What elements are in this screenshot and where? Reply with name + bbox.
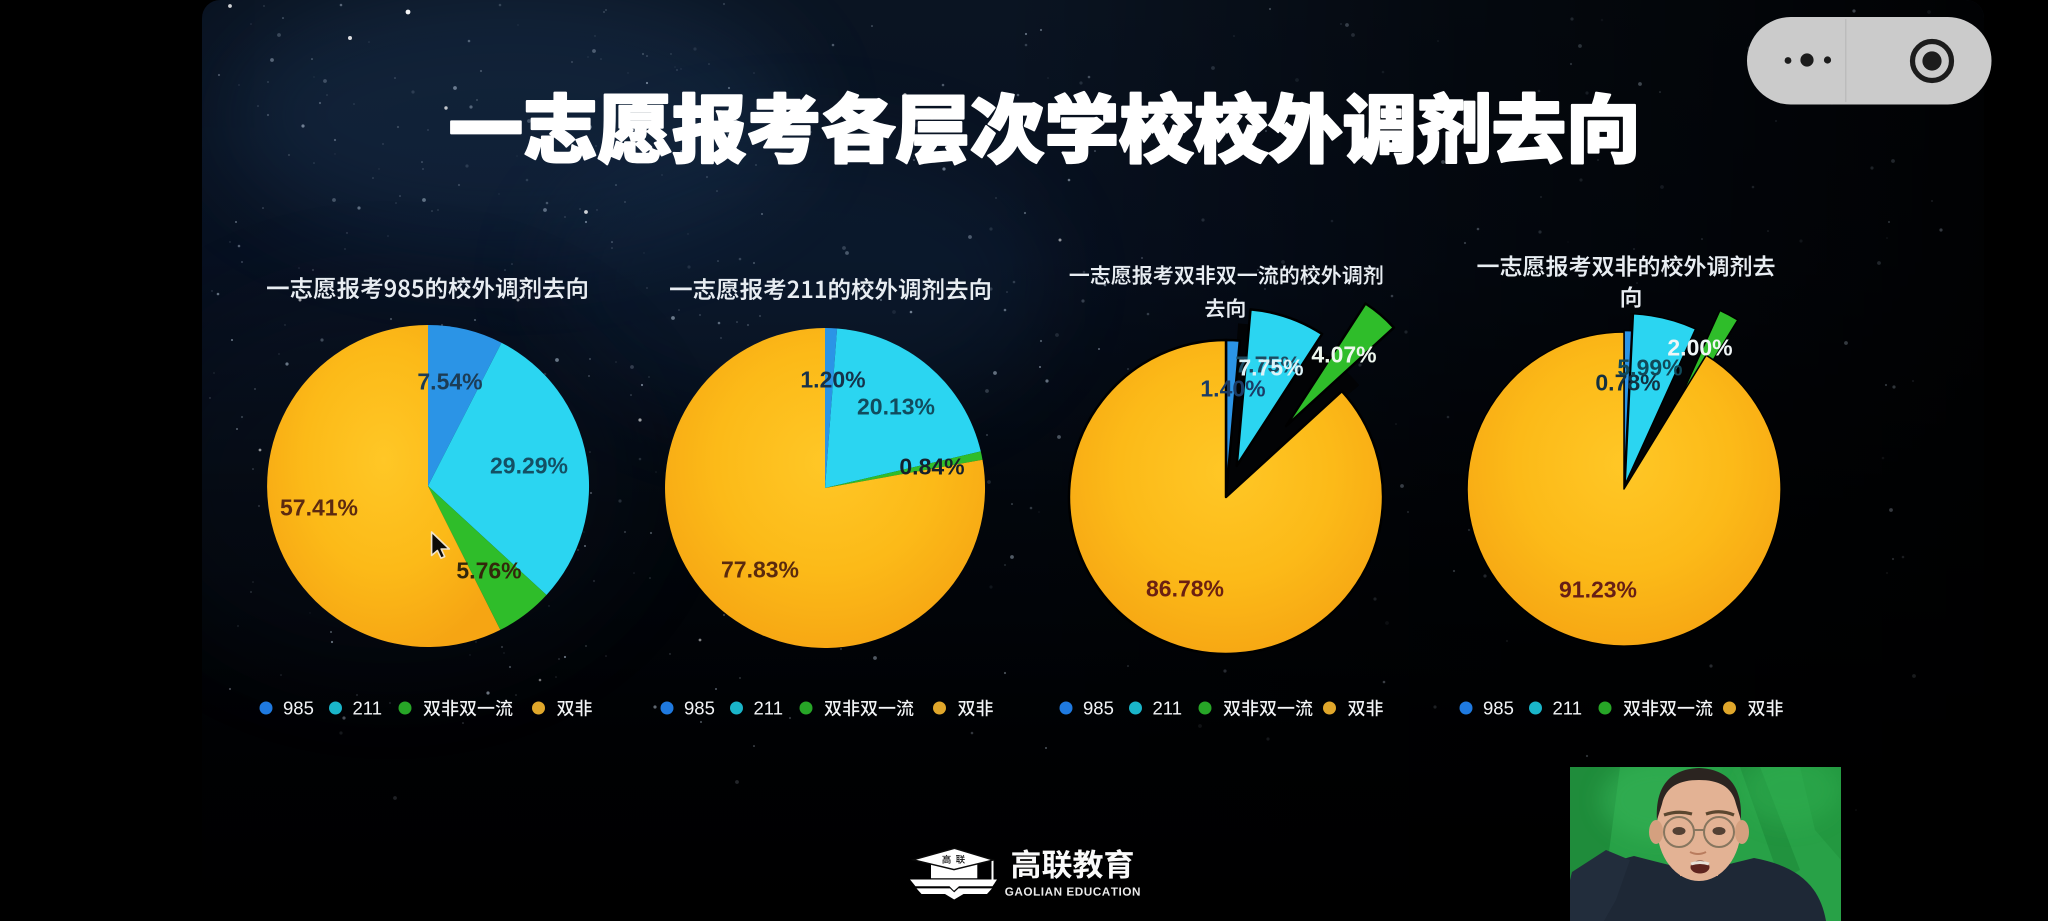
svg-text:985: 985 — [1083, 698, 1114, 719]
svg-text:985: 985 — [1483, 698, 1514, 719]
svg-text:1.40%: 1.40% — [1200, 375, 1265, 401]
svg-text:7.75%: 7.75% — [1238, 354, 1303, 380]
svg-text:77.83%: 77.83% — [721, 556, 799, 582]
svg-text:985: 985 — [283, 698, 314, 719]
svg-text:57.41%: 57.41% — [280, 494, 358, 520]
svg-text:86.78%: 86.78% — [1146, 575, 1224, 601]
svg-text:985: 985 — [684, 698, 715, 719]
svg-text:211: 211 — [1553, 698, 1583, 719]
svg-text:20.13%: 20.13% — [857, 393, 935, 419]
svg-text:7.54%: 7.54% — [417, 368, 482, 394]
svg-text:4.07%: 4.07% — [1311, 341, 1376, 367]
svg-text:5.99%: 5.99% — [1617, 354, 1682, 380]
svg-text:211: 211 — [1153, 698, 1183, 719]
svg-text:211: 211 — [353, 698, 383, 719]
svg-text:29.29%: 29.29% — [490, 452, 568, 478]
svg-text:1.20%: 1.20% — [800, 366, 865, 392]
svg-text:0.78%: 0.78% — [1595, 369, 1660, 395]
svg-text:91.23%: 91.23% — [1559, 576, 1637, 602]
svg-text:0.84%: 0.84% — [899, 453, 964, 479]
svg-text:2.00%: 2.00% — [1667, 334, 1732, 360]
svg-text:7.75%: 7.75% — [1235, 351, 1300, 377]
svg-text:5.76%: 5.76% — [456, 557, 521, 583]
svg-text:211: 211 — [754, 698, 784, 719]
